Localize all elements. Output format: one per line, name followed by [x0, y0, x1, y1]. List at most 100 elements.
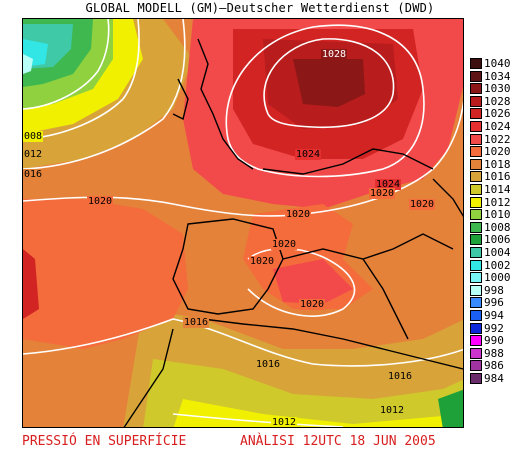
isobar-label: 1012 — [271, 417, 298, 428]
legend-label: 1010 — [484, 208, 511, 222]
legend-swatch — [470, 171, 482, 183]
legend-swatch — [470, 121, 482, 132]
field-998-nw — [23, 54, 33, 74]
pressure-legend: 1040 1034 1030 1028 1026 1024 1022 1020 1018 1016… — [470, 58, 520, 388]
isobar-label: 1020 — [409, 199, 436, 210]
legend-label: 1026 — [484, 107, 511, 121]
legend-label: 1018 — [484, 157, 511, 171]
pressure-map: 1028 1024 1024 1020 1020 1020 1020 1020 … — [22, 18, 464, 428]
legend-swatch — [470, 108, 482, 120]
isobar-1016 — [23, 318, 463, 367]
legend-swatch — [470, 284, 482, 296]
isobar-1012-nw — [23, 19, 140, 140]
legend-swatch — [470, 158, 482, 170]
legend-label: 994 — [484, 309, 504, 322]
isobar-label: 1020 — [87, 196, 114, 207]
pressure-field — [23, 19, 463, 427]
legend-swatch — [470, 347, 482, 359]
legend-swatch — [470, 184, 482, 195]
legend-label: 1020 — [484, 145, 511, 159]
legend-swatch — [470, 310, 482, 321]
legend-label: 1014 — [484, 183, 511, 196]
isobars — [23, 19, 463, 427]
coast-north-europe — [262, 148, 434, 175]
map-title: GLOBAL MODELL (GM)—Deutscher Wetterdiens… — [85, 1, 435, 15]
coast-balkans — [432, 178, 463, 218]
legend-swatch — [470, 234, 482, 246]
isobar-label: 1016 — [387, 371, 414, 382]
legend-label: 984 — [484, 372, 504, 385]
field-1022-west — [23, 249, 39, 319]
coast-west-africa — [123, 328, 174, 427]
isobar-1012-south — [172, 413, 344, 427]
legend-swatch — [470, 196, 482, 208]
legend-label: 1028 — [484, 94, 511, 108]
field-1022-med — [273, 259, 353, 304]
coast-britain — [197, 38, 254, 170]
legend-label: 1008 — [484, 220, 511, 234]
legend-swatch — [470, 70, 482, 82]
legend-label: 1012 — [484, 195, 511, 209]
isobar-label: 1020 — [285, 209, 312, 220]
legend-label: 990 — [484, 334, 504, 348]
legend-label: 1000 — [484, 271, 511, 285]
field-1006-se — [438, 389, 463, 427]
legend-swatch — [470, 259, 482, 271]
isobar-label: 1028 — [321, 49, 348, 60]
legend-swatch — [470, 322, 482, 334]
isobar-label: 012 — [23, 149, 44, 160]
legend-label: 1034 — [484, 69, 511, 83]
legend-swatch — [470, 58, 482, 69]
legend-swatch — [470, 83, 482, 95]
legend-swatch — [470, 209, 482, 221]
legend-label: 1024 — [484, 120, 511, 133]
isobar-label: 008 — [23, 131, 44, 142]
legend-swatch — [470, 95, 482, 107]
isobar-label: 1020 — [271, 239, 298, 250]
isobar-label: 1020 — [299, 299, 326, 310]
isobar-1028 — [263, 38, 395, 129]
legend-swatch — [470, 247, 482, 258]
legend-label: 992 — [484, 321, 504, 335]
isobar-label: 1012 — [379, 405, 406, 416]
legend-label: 1004 — [484, 246, 511, 259]
legend-label: 1002 — [484, 258, 511, 272]
legend-label: 1006 — [484, 233, 511, 247]
legend-label: 986 — [484, 359, 504, 373]
legend-swatch — [470, 297, 482, 309]
isobar-label: 1016 — [255, 359, 282, 370]
isobar-label: 1024 — [295, 149, 322, 160]
footer-left: PRESSIÓ EN SUPERFÍCIE — [22, 434, 187, 449]
isobar-label: 1024 — [375, 179, 402, 190]
legend-swatch — [470, 373, 482, 384]
legend-swatch — [470, 146, 482, 158]
footer-right: ANÀLISI 12UTC 18 JUN 2005 — [240, 434, 436, 449]
legend-swatch — [470, 272, 482, 284]
legend-swatch — [470, 221, 482, 233]
coast-iberia — [172, 218, 284, 315]
isobar-1024 — [225, 24, 425, 178]
field-1028-high — [293, 59, 365, 107]
legend-label: 1040 — [484, 57, 511, 70]
footer: PRESSIÓ EN SUPERFÍCIE ANÀLISI 12UTC 18 J… — [0, 432, 520, 452]
isobar-label: 1020 — [249, 256, 276, 267]
isobar-1016-nw — [23, 19, 186, 170]
isobar-label: 016 — [23, 169, 44, 180]
isobar-1008-nw — [23, 19, 110, 110]
field-1020-west — [23, 199, 188, 349]
legend-label: 996 — [484, 296, 504, 310]
legend-label: 1030 — [484, 82, 511, 96]
coast-ireland — [172, 78, 189, 121]
isobar-label: 1016 — [183, 317, 210, 328]
coastlines — [123, 38, 463, 427]
isobar-label: 1020 — [369, 188, 396, 199]
legend-label: 1016 — [484, 170, 511, 184]
coast-italy — [362, 258, 409, 340]
coast-north-africa — [202, 318, 463, 370]
legend-swatch — [470, 360, 482, 372]
legend-swatch — [470, 335, 482, 347]
legend-label: 988 — [484, 346, 504, 360]
legend-swatch — [470, 133, 482, 145]
coast-med-north — [282, 233, 454, 260]
